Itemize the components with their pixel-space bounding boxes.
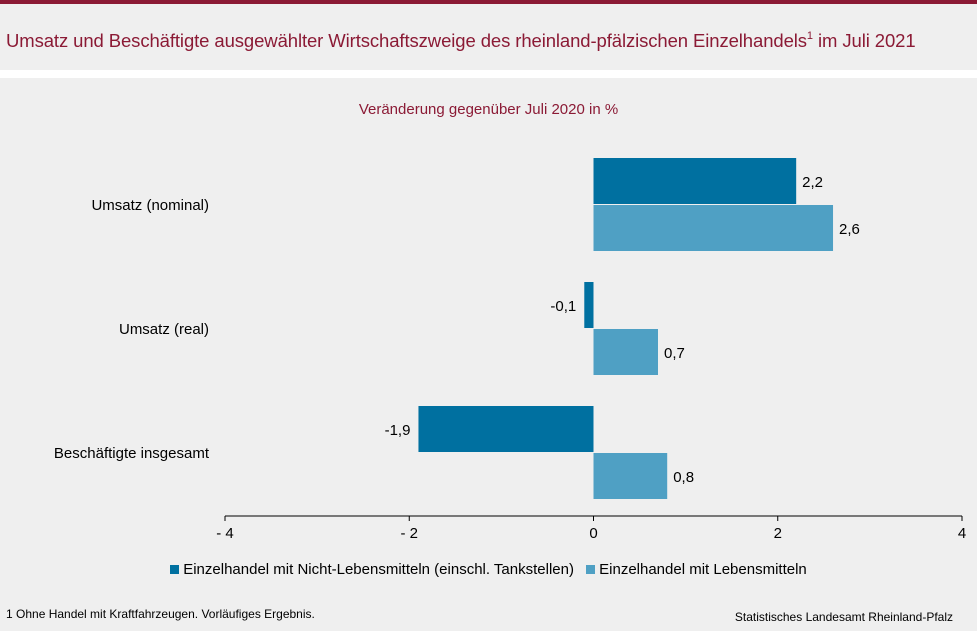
bar — [593, 158, 797, 204]
legend-swatch-non-food — [170, 565, 180, 574]
x-tick-label: 0 — [589, 525, 597, 542]
title-bar: Umsatz und Beschäftigte ausgewählter Wir… — [0, 4, 977, 70]
x-tick-label: - 2 — [400, 525, 418, 542]
bar — [593, 329, 658, 375]
data-label: 2,6 — [839, 221, 860, 238]
chart-panel — [0, 78, 977, 631]
bar — [418, 406, 594, 452]
category-label: Beschäftigte insgesamt — [54, 445, 210, 462]
x-tick-label: - 4 — [216, 525, 234, 542]
data-label: 2,2 — [802, 174, 823, 191]
title-footnote-marker: 1 — [806, 29, 813, 42]
legend-item-food: Einzelhandel mit Lebensmitteln — [586, 561, 807, 578]
chart-title-tail: im Juli 2021 — [812, 30, 916, 51]
chart-title: Umsatz und Beschäftigte ausgewählter Wir… — [6, 30, 916, 52]
data-label: -0,1 — [550, 298, 576, 315]
bar — [593, 205, 834, 251]
legend-label-food: Einzelhandel mit Lebensmitteln — [599, 561, 807, 578]
data-label: -1,9 — [385, 422, 411, 439]
data-label: 0,7 — [664, 345, 685, 362]
legend-label-non-food: Einzelhandel mit Nicht-Lebensmitteln (ei… — [183, 561, 574, 578]
category-label: Umsatz (nominal) — [91, 197, 209, 214]
x-tick-label: 4 — [958, 525, 966, 542]
footnote: 1 Ohne Handel mit Kraftfahrzeugen. Vorlä… — [6, 607, 315, 621]
legend-swatch-food — [586, 565, 596, 574]
bar — [584, 282, 594, 328]
chart-title-text: Umsatz und Beschäftigte ausgewählter Wir… — [6, 30, 807, 51]
category-label: Umsatz (real) — [119, 321, 209, 338]
chart-subtitle: Veränderung gegenüber Juli 2020 in % — [358, 101, 619, 118]
bar — [593, 453, 668, 499]
top-accent-line — [0, 0, 977, 4]
separator — [0, 70, 977, 78]
source-credit: Statistisches Landesamt Rheinland-Pfalz — [734, 610, 953, 624]
data-label: 0,8 — [673, 469, 694, 486]
legend-item-non-food: Einzelhandel mit Nicht-Lebensmitteln (ei… — [170, 561, 574, 578]
legend: Einzelhandel mit Nicht-Lebensmitteln (ei… — [0, 561, 977, 578]
x-tick-label: 2 — [774, 525, 782, 542]
